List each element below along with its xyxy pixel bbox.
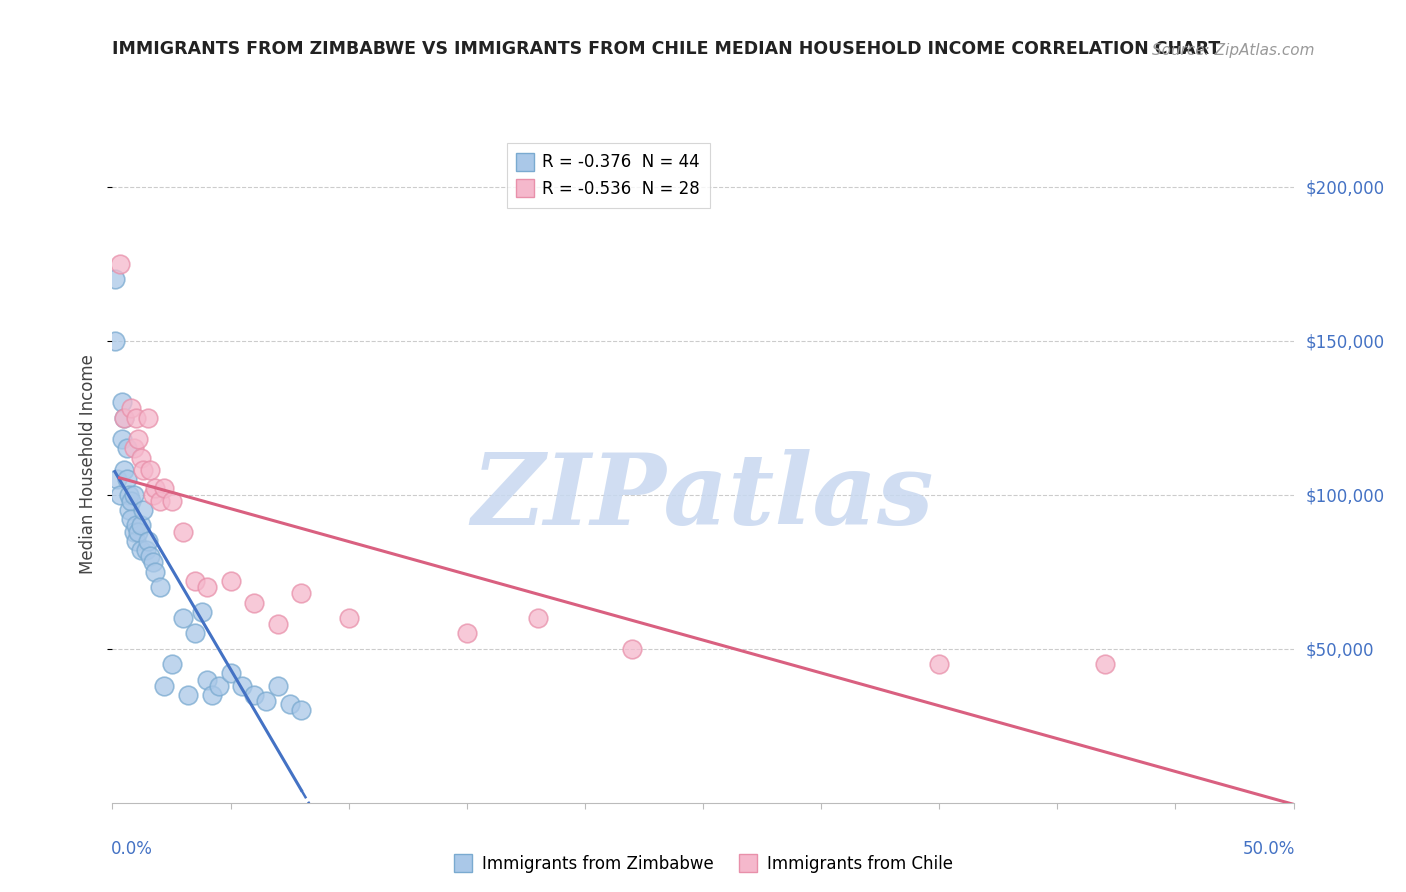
Point <box>125 533 148 548</box>
Point <box>290 703 312 717</box>
Point <box>129 518 152 533</box>
Y-axis label: Median Household Income: Median Household Income <box>79 354 97 574</box>
Point <box>1094 657 1116 672</box>
Text: ZIPatlas: ZIPatlas <box>472 450 934 546</box>
Point <box>267 679 290 693</box>
Point <box>172 524 194 539</box>
Point <box>201 688 224 702</box>
Text: 50.0%: 50.0% <box>1243 840 1295 858</box>
Point <box>254 694 277 708</box>
Point <box>526 611 548 625</box>
Point <box>132 463 155 477</box>
Point <box>177 688 200 702</box>
Point <box>118 503 141 517</box>
Point <box>160 493 183 508</box>
Point <box>136 410 159 425</box>
Text: 0.0%: 0.0% <box>111 840 153 858</box>
Point <box>337 611 360 625</box>
Point <box>135 543 157 558</box>
Point <box>621 641 644 656</box>
Point <box>219 574 242 588</box>
Text: Source: ZipAtlas.com: Source: ZipAtlas.com <box>1152 43 1315 58</box>
Point <box>195 673 218 687</box>
Point <box>208 679 231 693</box>
Point <box>125 410 148 425</box>
Point <box>143 565 166 579</box>
Point <box>112 410 135 425</box>
Point <box>120 493 142 508</box>
Point <box>118 488 141 502</box>
Point <box>456 626 478 640</box>
Point <box>115 472 138 486</box>
Point <box>153 482 176 496</box>
Point <box>149 580 172 594</box>
Point <box>129 543 152 558</box>
Point <box>104 272 127 286</box>
Point <box>120 512 142 526</box>
Text: IMMIGRANTS FROM ZIMBABWE VS IMMIGRANTS FROM CHILE MEDIAN HOUSEHOLD INCOME CORREL: IMMIGRANTS FROM ZIMBABWE VS IMMIGRANTS F… <box>112 40 1220 58</box>
Point <box>153 679 176 693</box>
Point <box>136 533 159 548</box>
Point <box>149 493 172 508</box>
Point <box>127 524 149 539</box>
Point <box>108 488 131 502</box>
Point <box>108 256 131 270</box>
Point <box>195 580 218 594</box>
Point <box>243 595 266 609</box>
Legend: R = -0.376  N = 44, R = -0.536  N = 28: R = -0.376 N = 44, R = -0.536 N = 28 <box>508 144 710 208</box>
Point <box>129 450 152 465</box>
Point <box>160 657 183 672</box>
Point <box>172 611 194 625</box>
Point <box>184 626 207 640</box>
Point <box>120 401 142 416</box>
Legend: Immigrants from Zimbabwe, Immigrants from Chile: Immigrants from Zimbabwe, Immigrants fro… <box>447 848 959 880</box>
Point <box>132 503 155 517</box>
Point <box>142 488 165 502</box>
Point <box>122 442 145 456</box>
Point <box>127 432 149 446</box>
Point <box>105 472 128 486</box>
Point <box>111 395 134 409</box>
Point <box>267 617 290 632</box>
Point <box>104 334 127 348</box>
Point <box>219 666 242 681</box>
Point <box>191 605 214 619</box>
Point <box>112 410 135 425</box>
Point <box>115 442 138 456</box>
Point <box>143 482 166 496</box>
Point <box>139 463 162 477</box>
Point <box>112 463 135 477</box>
Point <box>243 688 266 702</box>
Point <box>278 697 301 711</box>
Point <box>142 556 165 570</box>
Point <box>111 432 134 446</box>
Point <box>290 586 312 600</box>
Point <box>231 679 253 693</box>
Point <box>928 657 950 672</box>
Point <box>125 518 148 533</box>
Point <box>122 524 145 539</box>
Point <box>139 549 162 564</box>
Point <box>184 574 207 588</box>
Point <box>122 488 145 502</box>
